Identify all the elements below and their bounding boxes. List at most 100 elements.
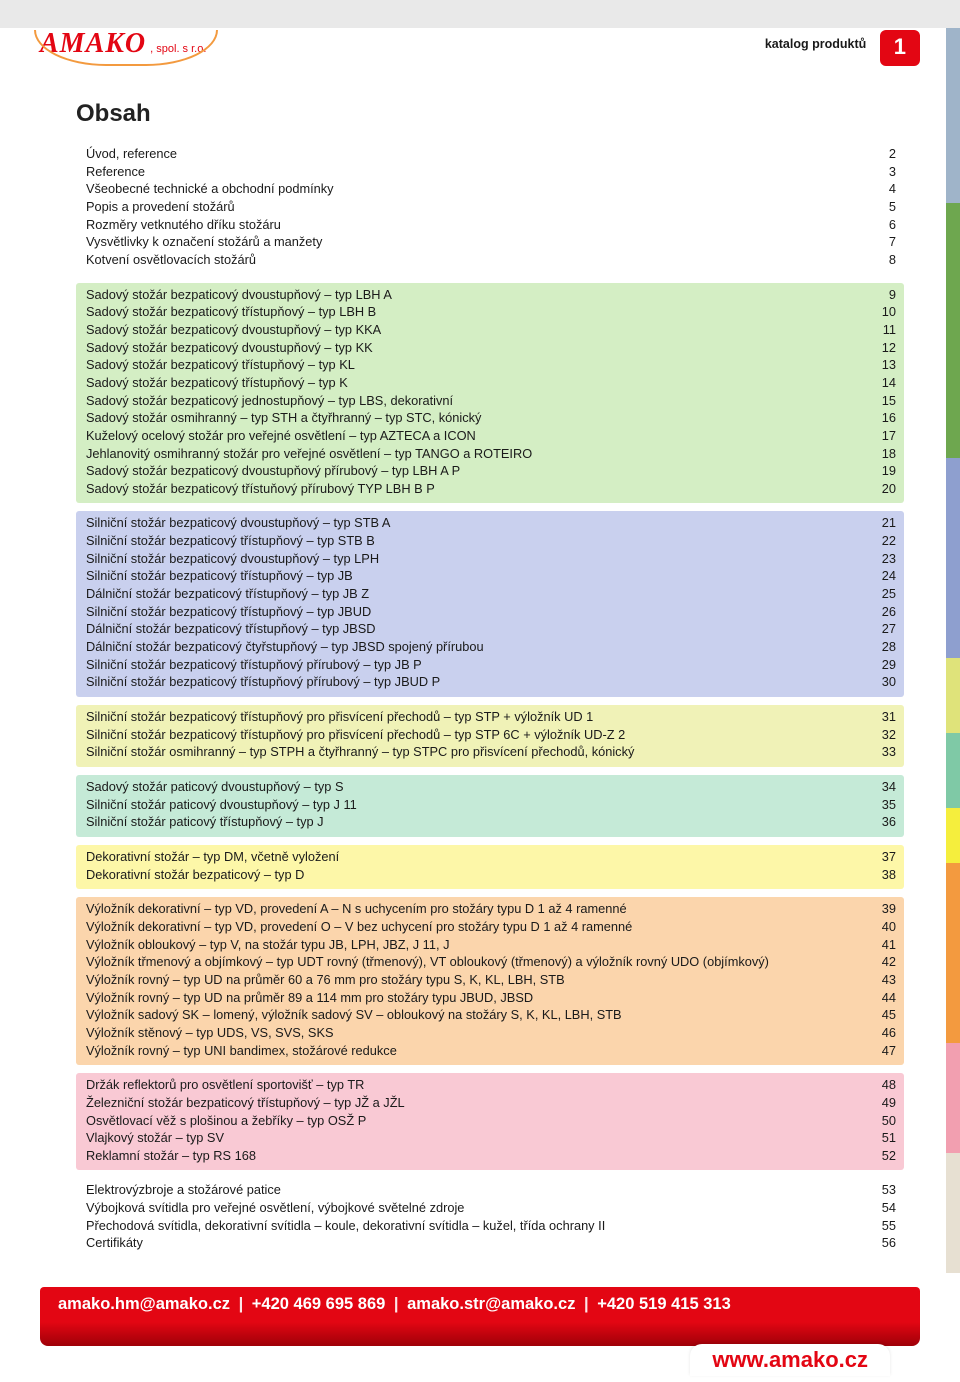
toc-row[interactable]: Sadový stožár osmihranný – typ STH a čty… xyxy=(86,409,896,427)
toc-row[interactable]: Vysvětlivky k označení stožárů a manžety… xyxy=(86,233,896,251)
toc-row[interactable]: Kotvení osvětlovacích stožárů8 xyxy=(86,251,896,269)
toc-row[interactable]: Výložník rovný – typ UD na průměr 60 a 7… xyxy=(86,971,896,989)
toc-row[interactable]: Osvětlovací věž s plošinou a žebříky – t… xyxy=(86,1112,896,1130)
toc-row[interactable]: Sadový stožár bezpaticový dvoustupňový –… xyxy=(86,286,896,304)
toc-page: 11 xyxy=(866,321,896,339)
toc-row[interactable]: Silniční stožár osmihranný – typ STPH a … xyxy=(86,743,896,761)
toc-row[interactable]: Silniční stožár bezpaticový dvoustupňový… xyxy=(86,514,896,532)
toc-page: 27 xyxy=(866,620,896,638)
toc-page: 40 xyxy=(866,918,896,936)
toc-page: 44 xyxy=(866,989,896,1007)
toc-row[interactable]: Sadový stožár bezpaticový jednostupňový … xyxy=(86,392,896,410)
toc-row[interactable]: Silniční stožár paticový třístupňový – t… xyxy=(86,813,896,831)
brand-logo: AMAKO, spol. s r.o. xyxy=(40,28,206,60)
toc-row[interactable]: Výložník obloukový – typ V, na stožár ty… xyxy=(86,936,896,954)
toc-page: 9 xyxy=(866,286,896,304)
toc-row[interactable]: Výložník rovný – typ UD na průměr 89 a 1… xyxy=(86,989,896,1007)
toc-label: Dálniční stožár bezpaticový čtyřstupňový… xyxy=(86,638,866,656)
toc-row[interactable]: Sadový stožár bezpaticový dvoustupňový –… xyxy=(86,321,896,339)
toc-row[interactable]: Výložník třmenový a objímkový – typ UDT … xyxy=(86,953,896,971)
logo-text: AMAKO xyxy=(40,28,146,59)
toc-label: Výbojková svítidla pro veřejné osvětlení… xyxy=(86,1199,866,1217)
toc-row[interactable]: Silniční stožár bezpaticový třístupňový … xyxy=(86,726,896,744)
toc-row[interactable]: Jehlanovitý osmihranný stožár pro veřejn… xyxy=(86,445,896,463)
toc-page: 17 xyxy=(866,427,896,445)
toc-row[interactable]: Silniční stožár bezpaticový třístupňový … xyxy=(86,673,896,691)
toc-row[interactable]: Přechodová svítidla, dekorativní svítidl… xyxy=(86,1217,896,1235)
toc-row[interactable]: Silniční stožár bezpaticový třístupňový … xyxy=(86,708,896,726)
toc-row[interactable]: Dálniční stožár bezpaticový třístupňový … xyxy=(86,585,896,603)
stripe-segment xyxy=(946,28,960,203)
toc-row[interactable]: Výložník dekorativní – typ VD, provedení… xyxy=(86,918,896,936)
toc-row[interactable]: Držák reflektorů pro osvětlení sportoviš… xyxy=(86,1076,896,1094)
toc-row[interactable]: Všeobecné technické a obchodní podmínky4 xyxy=(86,180,896,198)
toc-label: Výložník sadový SK – lomený, výložník sa… xyxy=(86,1006,866,1024)
toc-row[interactable]: Sadový stožár bezpaticový třístupňový – … xyxy=(86,303,896,321)
toc-row[interactable]: Silniční stožár paticový dvoustupňový – … xyxy=(86,796,896,814)
toc-row[interactable]: Úvod, reference2 xyxy=(86,145,896,163)
toc-page: 26 xyxy=(866,603,896,621)
toc-row[interactable]: Výložník sadový SK – lomený, výložník sa… xyxy=(86,1006,896,1024)
toc-row[interactable]: Silniční stožár bezpaticový třístupňový … xyxy=(86,656,896,674)
footer-contact-bar: amako.hm@amako.cz | +420 469 695 869 | a… xyxy=(40,1287,920,1322)
footer-phone[interactable]: +420 469 695 869 xyxy=(252,1295,386,1313)
toc-row[interactable]: Sadový stožár bezpaticový třístuňový pří… xyxy=(86,480,896,498)
toc-row[interactable]: Popis a provedení stožárů5 xyxy=(86,198,896,216)
toc-label: Silniční stožár bezpaticový třístupňový … xyxy=(86,567,866,585)
toc-row[interactable]: Sadový stožár bezpaticový dvoustupňový –… xyxy=(86,339,896,357)
toc-label: Sadový stožár bezpaticový třístupňový – … xyxy=(86,356,866,374)
toc-row[interactable]: Dálniční stožár bezpaticový třístupňový … xyxy=(86,620,896,638)
toc-page: 53 xyxy=(866,1181,896,1199)
toc-section: Silniční stožár bezpaticový třístupňový … xyxy=(76,705,904,767)
toc-row[interactable]: Sadový stožár paticový dvoustupňový – ty… xyxy=(86,778,896,796)
toc-row[interactable]: Dekorativní stožár bezpaticový – typ D38 xyxy=(86,866,896,884)
toc-row[interactable]: Sadový stožár bezpaticový třístupňový – … xyxy=(86,356,896,374)
toc-page: 35 xyxy=(866,796,896,814)
toc-row[interactable]: Silniční stožár bezpaticový třístupňový … xyxy=(86,603,896,621)
toc-page: 8 xyxy=(866,251,896,269)
toc-row[interactable]: Reklamní stožár – typ RS 16852 xyxy=(86,1147,896,1165)
toc-row[interactable]: Sadový stožár bezpaticový třístupňový – … xyxy=(86,374,896,392)
toc-page: 20 xyxy=(866,480,896,498)
toc-row[interactable]: Dekorativní stožár – typ DM, včetně vylo… xyxy=(86,848,896,866)
toc-page: 33 xyxy=(866,743,896,761)
toc-page: 18 xyxy=(866,445,896,463)
toc-row[interactable]: Výložník stěnový – typ UDS, VS, SVS, SKS… xyxy=(86,1024,896,1042)
toc-page: 21 xyxy=(866,514,896,532)
stripe-segment xyxy=(946,863,960,1043)
toc-page: 4 xyxy=(866,180,896,198)
toc-row[interactable]: Certifikáty56 xyxy=(86,1234,896,1252)
toc-row[interactable]: Výložník dekorativní – typ VD, provedení… xyxy=(86,900,896,918)
toc-row[interactable]: Sadový stožár bezpaticový dvoustupňový p… xyxy=(86,462,896,480)
toc-label: Silniční stožár bezpaticový třístupňový … xyxy=(86,603,866,621)
toc-label: Sadový stožár bezpaticový třístupňový – … xyxy=(86,303,866,321)
toc-page: 14 xyxy=(866,374,896,392)
toc-page: 30 xyxy=(866,673,896,691)
toc-row[interactable]: Rozměry vetknutého dříku stožáru6 xyxy=(86,216,896,234)
toc-row[interactable]: Výložník rovný – typ UNI bandimex, stožá… xyxy=(86,1042,896,1060)
footer-email[interactable]: amako.hm@amako.cz xyxy=(58,1295,230,1313)
toc-page: 6 xyxy=(866,216,896,234)
toc-row[interactable]: Vlajkový stožár – typ SV51 xyxy=(86,1129,896,1147)
toc-page: 5 xyxy=(866,198,896,216)
stripe-segment xyxy=(946,203,960,458)
toc-row[interactable]: Dálniční stožár bezpaticový čtyřstupňový… xyxy=(86,638,896,656)
toc-row[interactable]: Elektrovýzbroje a stožárové patice53 xyxy=(86,1181,896,1199)
header-crumb: katalog produktů 1 xyxy=(765,30,920,66)
toc-label: Vlajkový stožár – typ SV xyxy=(86,1129,866,1147)
toc-label: Dekorativní stožár bezpaticový – typ D xyxy=(86,866,866,884)
toc-page: 19 xyxy=(866,462,896,480)
toc-row[interactable]: Železniční stožár bezpaticový třístupňov… xyxy=(86,1094,896,1112)
footer-phone[interactable]: +420 519 415 313 xyxy=(597,1295,731,1313)
toc-row[interactable]: Výbojková svítidla pro veřejné osvětlení… xyxy=(86,1199,896,1217)
crumb-text: katalog produktů xyxy=(765,37,866,51)
toc-row[interactable]: Kuželový ocelový stožár pro veřejné osvě… xyxy=(86,427,896,445)
footer-email[interactable]: amako.str@amako.cz xyxy=(407,1295,575,1313)
footer-url[interactable]: www.amako.cz xyxy=(690,1344,890,1376)
toc-body: Úvod, reference2Reference3Všeobecné tech… xyxy=(76,142,904,1258)
toc-row[interactable]: Reference3 xyxy=(86,163,896,181)
toc-row[interactable]: Silniční stožár bezpaticový dvoustupňový… xyxy=(86,550,896,568)
toc-label: Dálniční stožár bezpaticový třístupňový … xyxy=(86,585,866,603)
toc-row[interactable]: Silniční stožár bezpaticový třístupňový … xyxy=(86,567,896,585)
toc-row[interactable]: Silniční stožár bezpaticový třístupňový … xyxy=(86,532,896,550)
